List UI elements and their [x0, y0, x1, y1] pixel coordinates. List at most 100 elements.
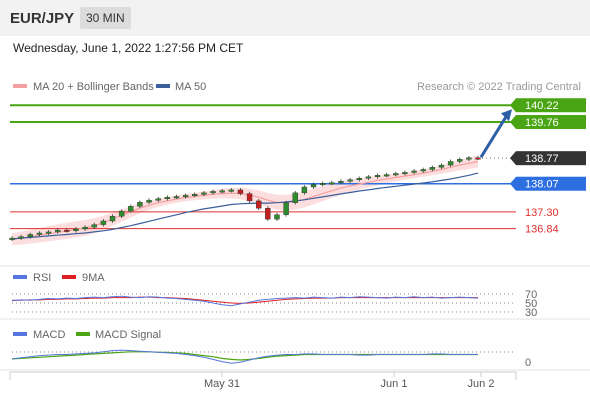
- candle-body: [18, 236, 24, 239]
- resistance-label: 139.76: [525, 117, 559, 129]
- candle-body: [210, 191, 216, 194]
- candle-body: [73, 228, 79, 232]
- last-price-pointer: [510, 151, 516, 166]
- legend-swatch-macd: [13, 332, 27, 336]
- candle-body: [402, 172, 408, 175]
- candle-body: [27, 234, 33, 237]
- macd-line: [11, 349, 478, 364]
- candle-body: [256, 200, 262, 209]
- candle-body: [310, 184, 317, 188]
- bollinger-band: [12, 155, 478, 246]
- candle-body: [429, 167, 436, 170]
- candle-body: [100, 220, 107, 225]
- resistance-label-box: [516, 115, 586, 130]
- candle-body: [128, 206, 134, 212]
- candle-body: [475, 157, 481, 160]
- candle-body: [91, 224, 97, 228]
- legend-swatch-9ma: [62, 275, 76, 279]
- legend-label-macd: MACD: [33, 329, 65, 341]
- timestamp: Wednesday, June 1, 2022 1:27:56 PM CET: [13, 41, 244, 55]
- candle-body: [374, 175, 381, 178]
- resistance-label-pointer: [510, 98, 516, 113]
- candle-body: [9, 237, 15, 240]
- legend-label-rsi: RSI: [33, 272, 51, 284]
- candle-body: [438, 164, 445, 168]
- rsi-level-label: 50: [525, 298, 537, 310]
- legend-swatch-ma20: [13, 84, 27, 88]
- ma50-line: [11, 172, 479, 240]
- support-label: 136.84: [525, 224, 559, 236]
- candle-body: [356, 178, 362, 180]
- last-price-box: [516, 151, 586, 166]
- candle-body: [319, 183, 326, 186]
- candle-body: [237, 189, 244, 194]
- candle-body: [54, 229, 61, 233]
- resistance-label-pointer: [510, 115, 516, 130]
- rsi-line: [11, 295, 479, 307]
- candle-body: [411, 170, 417, 173]
- candle-body: [447, 161, 454, 166]
- candle-body: [192, 194, 198, 197]
- candle-body: [228, 189, 234, 192]
- x-axis-tick-label: Jun 2: [468, 378, 495, 390]
- legend-swatch-rsi: [13, 275, 27, 279]
- candle-body: [36, 232, 43, 235]
- legend-label-ma50: MA 50: [175, 81, 206, 93]
- candle-body: [457, 159, 463, 162]
- pivot-label-box: [516, 176, 586, 191]
- x-axis-tick-label: May 31: [204, 378, 240, 390]
- candle-body: [393, 173, 399, 176]
- legend-label-macd-signal: MACD Signal: [95, 329, 161, 341]
- candle-body: [347, 179, 353, 182]
- resistance-label: 140.22: [525, 100, 559, 112]
- candle-body: [118, 210, 125, 217]
- ma20-line: [11, 160, 479, 240]
- last-price-label: 138.77: [525, 153, 559, 165]
- candle-body: [301, 186, 308, 194]
- macd-signal-line: [11, 351, 478, 361]
- candle-body: [82, 226, 88, 230]
- candle-body: [329, 182, 335, 185]
- rsi-level-label: 70: [525, 289, 537, 301]
- legend-swatch-macd-signal: [76, 332, 90, 336]
- candle-body: [219, 190, 225, 193]
- candle-body: [274, 214, 280, 220]
- forecast-arrow-head: [501, 109, 512, 122]
- candle-body: [365, 176, 372, 179]
- x-axis-tick-label: Jun 1: [381, 378, 408, 390]
- symbol-title: EUR/JPY: [10, 10, 75, 27]
- pivot-label: 138.07: [525, 179, 559, 191]
- candle-body: [137, 202, 143, 207]
- legend-label-9ma: 9MA: [82, 272, 105, 284]
- candle-body: [466, 157, 472, 160]
- rsi-level-label: 30: [525, 307, 537, 319]
- candle-body: [164, 197, 171, 199]
- candle-body: [155, 198, 161, 201]
- header-bar: EUR/JPY 30 MIN: [0, 0, 590, 36]
- candle-body: [109, 216, 116, 222]
- pivot-label-pointer: [510, 176, 516, 191]
- candle-body: [201, 192, 207, 195]
- candle-body: [246, 193, 253, 202]
- candle-body: [383, 174, 390, 177]
- candle-body: [173, 196, 180, 199]
- candle-body: [265, 207, 271, 220]
- candle-body: [420, 169, 426, 172]
- candle-body: [182, 195, 189, 198]
- candle-body: [45, 231, 52, 234]
- timeframe-button[interactable]: 30 MIN: [80, 7, 131, 29]
- resistance-label-box: [516, 98, 586, 113]
- candle-body: [338, 180, 344, 183]
- research-credit: Research © 2022 Trading Central: [417, 81, 581, 93]
- legend-swatch-ma50: [156, 84, 170, 88]
- support-label: 137.30: [525, 207, 559, 219]
- candle-body: [146, 199, 152, 203]
- legend-label-ma20: MA 20 + Bollinger Bands: [33, 81, 154, 93]
- candle-body: [283, 202, 289, 215]
- candle-body: [64, 229, 70, 232]
- candle-body: [292, 192, 298, 203]
- forecast-arrow-shaft: [479, 114, 509, 158]
- macd-zero-label: 0: [525, 357, 531, 369]
